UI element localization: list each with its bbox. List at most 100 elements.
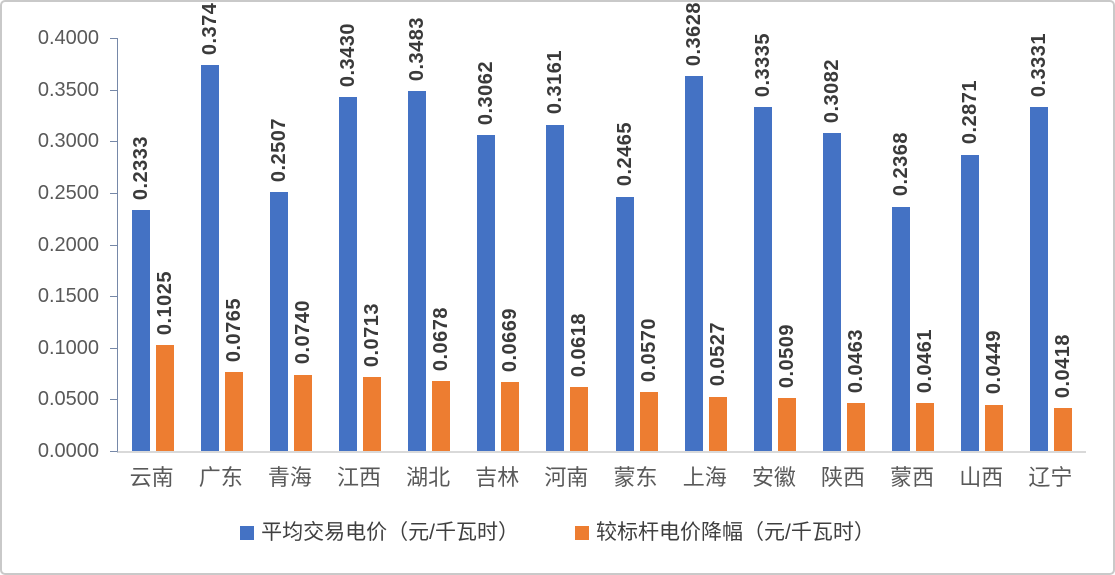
x-category-label: 陕西 (820, 465, 865, 490)
data-label: 0.3335 (751, 32, 774, 97)
bar-column: 0.3628 (683, 2, 705, 451)
y-tick-label: 0.0000 (37, 440, 99, 462)
plot-area: 0.2333 0.1025 0.3740 0.0765 0.2507 0.0740 0.34… (117, 2, 1086, 453)
data-label: 0.2871 (959, 80, 982, 145)
bar-series2-湖北 (432, 381, 451, 451)
bar-column: 0.2368 (890, 38, 913, 451)
bar-column: 0.0740 (292, 38, 314, 451)
bar-series1-广东 (200, 64, 219, 451)
y-tick-mark (110, 399, 117, 401)
bar-column: 0.0463 (844, 38, 867, 451)
bar-series2-云南 (155, 345, 174, 451)
y-tick-label: 0.2500 (37, 181, 99, 204)
y-tick-mark (110, 141, 117, 143)
data-label: 0.3082 (820, 58, 843, 123)
x-category-label: 吉林 (475, 465, 520, 490)
legend-swatch-icon (575, 526, 589, 540)
bar-column: 0.0418 (1052, 38, 1075, 451)
data-label: 0.0461 (914, 329, 937, 394)
x-category-label: 蒙东 (613, 465, 658, 490)
y-tick-mark (110, 38, 117, 39)
bar-series1-吉林 (477, 134, 496, 451)
data-label: 0.2368 (890, 132, 913, 197)
bar-series1-湖北 (408, 91, 427, 451)
bar-series2-蒙东 (639, 392, 658, 451)
bar-series2-青海 (293, 374, 312, 451)
x-category-label: 云南 (129, 465, 174, 490)
data-label: 0.3628 (682, 2, 705, 67)
bar-series1-安徽 (753, 106, 772, 451)
bar-group: 0.3430 0.0713 (325, 23, 394, 451)
bar-column: 0.3740 (199, 2, 221, 451)
y-tick-mark (110, 89, 117, 91)
data-label: 0.3161 (544, 50, 567, 115)
legend-item-series2: 较标杆电价降幅（元/千瓦时） (575, 520, 875, 546)
bar-series2-河南 (570, 387, 589, 451)
x-category-label: 辽宁 (1028, 465, 1073, 490)
y-tick-label: 0.4000 (37, 27, 99, 49)
bar-series2-上海 (708, 396, 727, 451)
data-label: 0.0527 (706, 322, 729, 387)
bar-column: 0.2871 (959, 38, 982, 451)
data-label: 0.3331 (1028, 32, 1051, 98)
bar-column: 0.0678 (430, 38, 452, 451)
x-category-label: 江西 (336, 465, 381, 490)
bar-group: 0.3331 0.0418 (1017, 33, 1086, 451)
y-tick-label: 0.1500 (37, 285, 99, 308)
bar-column: 0.2333 (130, 38, 152, 451)
bar-column: 0.3430 (337, 23, 359, 451)
bar-series2-陕西 (846, 403, 865, 451)
legend: 平均交易电价（元/千瓦时） 较标杆电价降幅（元/千瓦时） (2, 520, 1113, 546)
bar-column: 0.3331 (1028, 33, 1050, 451)
x-category-label: 安徽 (751, 465, 796, 490)
bar-series2-吉林 (501, 381, 520, 451)
legend-label: 较标杆电价降幅（元/千瓦时） (596, 521, 875, 544)
x-category-label: 河南 (544, 465, 589, 490)
data-label: 0.0418 (1052, 333, 1075, 398)
bar-series1-山西 (961, 154, 980, 451)
data-label: 0.0765 (222, 297, 245, 363)
bar-column: 0.2465 (613, 38, 636, 451)
legend-item-series1: 平均交易电价（元/千瓦时） (240, 520, 519, 546)
data-label: 0.3483 (406, 17, 429, 82)
data-label: 0.0618 (568, 313, 591, 378)
bar-series2-广东 (224, 372, 243, 451)
bar-column: 0.3062 (475, 38, 497, 451)
data-label: 0.0570 (637, 317, 660, 383)
bar-series2-安徽 (777, 398, 796, 451)
bar-group: 0.3082 0.0463 (809, 38, 878, 451)
x-category-label: 上海 (682, 465, 727, 490)
bar-series1-青海 (269, 192, 288, 451)
bar-column: 0.0527 (706, 38, 729, 451)
bar-group: 0.2333 0.1025 (118, 38, 187, 451)
bar-series1-辽宁 (1030, 107, 1049, 451)
x-category-label: 湖北 (406, 465, 451, 490)
data-label: 0.3740 (198, 0, 221, 55)
data-label: 0.2507 (267, 117, 290, 183)
data-label: 0.0713 (360, 303, 383, 368)
bar-series1-江西 (338, 96, 357, 451)
bar-column: 0.0449 (983, 38, 1006, 451)
bar-series2-山西 (985, 404, 1004, 451)
y-tick-label: 0.2000 (37, 233, 99, 256)
bar-column: 0.3161 (544, 38, 567, 451)
bar-group: 0.3740 0.0765 (187, 2, 256, 451)
x-category-label: 蒙西 (890, 465, 935, 490)
data-label: 0.0463 (844, 329, 867, 394)
bar-column: 0.0461 (914, 38, 937, 451)
y-tick-mark (110, 192, 117, 194)
data-label: 0.2465 (613, 122, 636, 187)
data-label: 0.0449 (983, 330, 1006, 395)
bar-column: 0.1025 (154, 38, 176, 451)
bar-series1-云南 (131, 210, 150, 451)
bar-column: 0.3082 (820, 38, 843, 451)
data-label: 0.3430 (336, 22, 359, 87)
y-tick-mark (110, 347, 117, 349)
bar-series1-蒙西 (892, 206, 911, 451)
bar-column: 0.0570 (637, 38, 660, 451)
bar-column: 0.0765 (222, 38, 245, 451)
data-label: 0.0669 (499, 307, 522, 372)
bar-column: 0.0669 (499, 38, 522, 451)
y-tick-mark (110, 451, 117, 452)
